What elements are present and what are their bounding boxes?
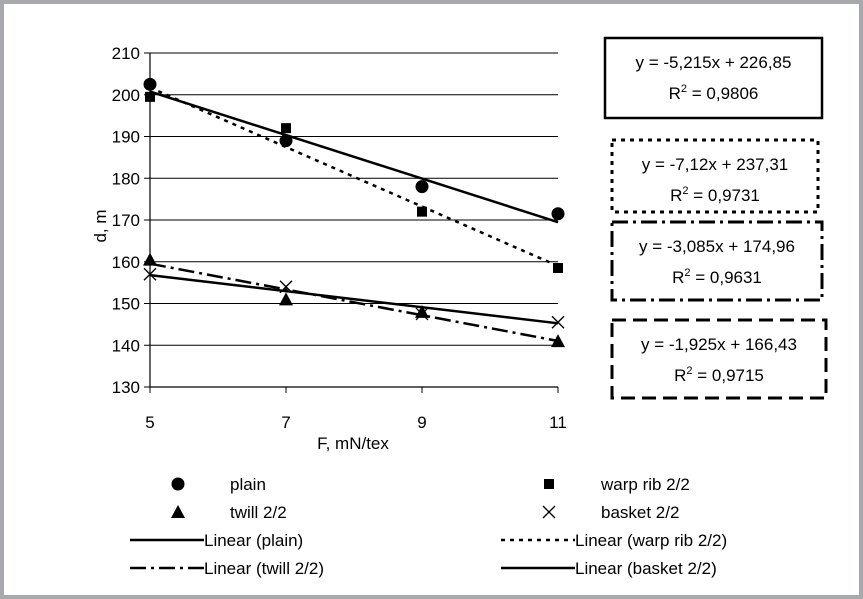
legend-item: Linear (basket 2/2): [501, 559, 717, 578]
trendline-linear-twill-2-2-: [149, 262, 559, 343]
y-tick-label: 130: [112, 378, 140, 397]
legend-item: basket 2/2: [542, 503, 679, 522]
r-squared-symbol: R: [670, 186, 682, 205]
point-basket-2-2: [415, 307, 429, 321]
r-squared-symbol: R: [669, 84, 681, 103]
legend-swatch-square: [544, 479, 554, 489]
legend-label: Linear (twill 2/2): [204, 559, 324, 578]
y-tick-label: 150: [112, 295, 140, 314]
x-tick-label: 7: [281, 413, 290, 432]
point-twill-2-2: [143, 252, 157, 266]
trendline-equation: y = -5,215x + 226,85: [636, 53, 792, 72]
legend-label: warp rib 2/2: [600, 475, 690, 494]
trendline-linear-warp-rib-2-2-: [149, 86, 559, 268]
point-plain: [415, 180, 429, 194]
point-twill-2-2: [415, 304, 429, 318]
r-squared-value: R2 = 0,9631: [672, 267, 762, 287]
trendline-equation-box: [603, 36, 824, 120]
r-squared-number: = 0,9731: [689, 186, 760, 205]
legend-item: Linear (twill 2/2): [130, 559, 324, 578]
point-plain: [279, 134, 293, 148]
y-tick-label: 180: [112, 169, 140, 188]
trendline-equation-box: [610, 138, 820, 214]
r-squared-exponent: 2: [682, 185, 688, 197]
legend-label: basket 2/2: [601, 503, 679, 522]
legend-label: Linear (basket 2/2): [575, 559, 717, 578]
trendline-equation: y = -7,12x + 237,31: [642, 155, 789, 174]
trendline-linear-plain-: [149, 90, 559, 224]
point-twill-2-2: [551, 334, 565, 348]
r-squared-number: = 0,9806: [687, 84, 758, 103]
point-twill-2-2: [279, 292, 293, 306]
legend-item: Linear (warp rib 2/2): [501, 531, 727, 550]
legend-label: twill 2/2: [230, 503, 287, 522]
trendline-equation-box: [610, 318, 828, 400]
y-tick-label: 170: [112, 211, 140, 230]
x-tick-label: 9: [417, 413, 426, 432]
point-plain: [551, 207, 565, 221]
trendline-equation: y = -1,925x + 166,43: [641, 335, 797, 354]
point-warp-rib-2-2: [145, 91, 155, 102]
r-squared-value: R2 = 0,9715: [674, 365, 764, 385]
r-squared-symbol: R: [674, 366, 686, 385]
r-squared-exponent: 2: [686, 365, 692, 377]
legend-label: Linear (plain): [204, 531, 303, 550]
y-tick-label: 200: [112, 86, 140, 105]
r-squared-value: R2 = 0,9806: [669, 83, 759, 103]
r-squared-symbol: R: [672, 268, 684, 287]
y-tick-label: 210: [112, 44, 140, 63]
r-squared-number: = 0,9715: [693, 366, 764, 385]
legend-swatch-x: [542, 505, 556, 519]
r-squared-number: = 0,9631: [691, 268, 762, 287]
y-tick-label: 160: [112, 253, 140, 272]
legend-label: plain: [230, 475, 266, 494]
point-warp-rib-2-2: [417, 206, 427, 217]
y-tick-label: 140: [112, 336, 140, 355]
x-axis-label: F, mN/tex: [317, 434, 389, 453]
trendline-equation-box: [610, 220, 824, 302]
y-axis-label: d, m: [91, 209, 110, 242]
point-warp-rib-2-2: [553, 263, 563, 274]
r-squared-exponent: 2: [684, 267, 690, 279]
legend-item: twill 2/2: [171, 503, 287, 522]
legend-swatch-circle: [171, 477, 185, 491]
x-tick-label: 5: [145, 413, 154, 432]
point-basket-2-2: [551, 315, 565, 329]
point-basket-2-2: [143, 267, 157, 281]
point-basket-2-2: [279, 280, 293, 294]
trendline-linear-basket-2-2-: [149, 273, 559, 325]
trendline-equation: y = -3,085x + 174,96: [639, 237, 795, 256]
legend-label: Linear (warp rib 2/2): [575, 531, 727, 550]
x-tick-label: 11: [549, 413, 567, 432]
r-squared-exponent: 2: [681, 83, 687, 95]
legend-swatch-triangle: [171, 505, 185, 518]
legend-item: plain: [171, 475, 266, 494]
legend-item: warp rib 2/2: [544, 475, 690, 494]
legend-item: Linear (plain): [130, 531, 303, 550]
point-plain: [143, 77, 157, 91]
r-squared-value: R2 = 0,9731: [670, 185, 760, 205]
point-warp-rib-2-2: [281, 123, 291, 134]
y-tick-label: 190: [112, 128, 140, 147]
